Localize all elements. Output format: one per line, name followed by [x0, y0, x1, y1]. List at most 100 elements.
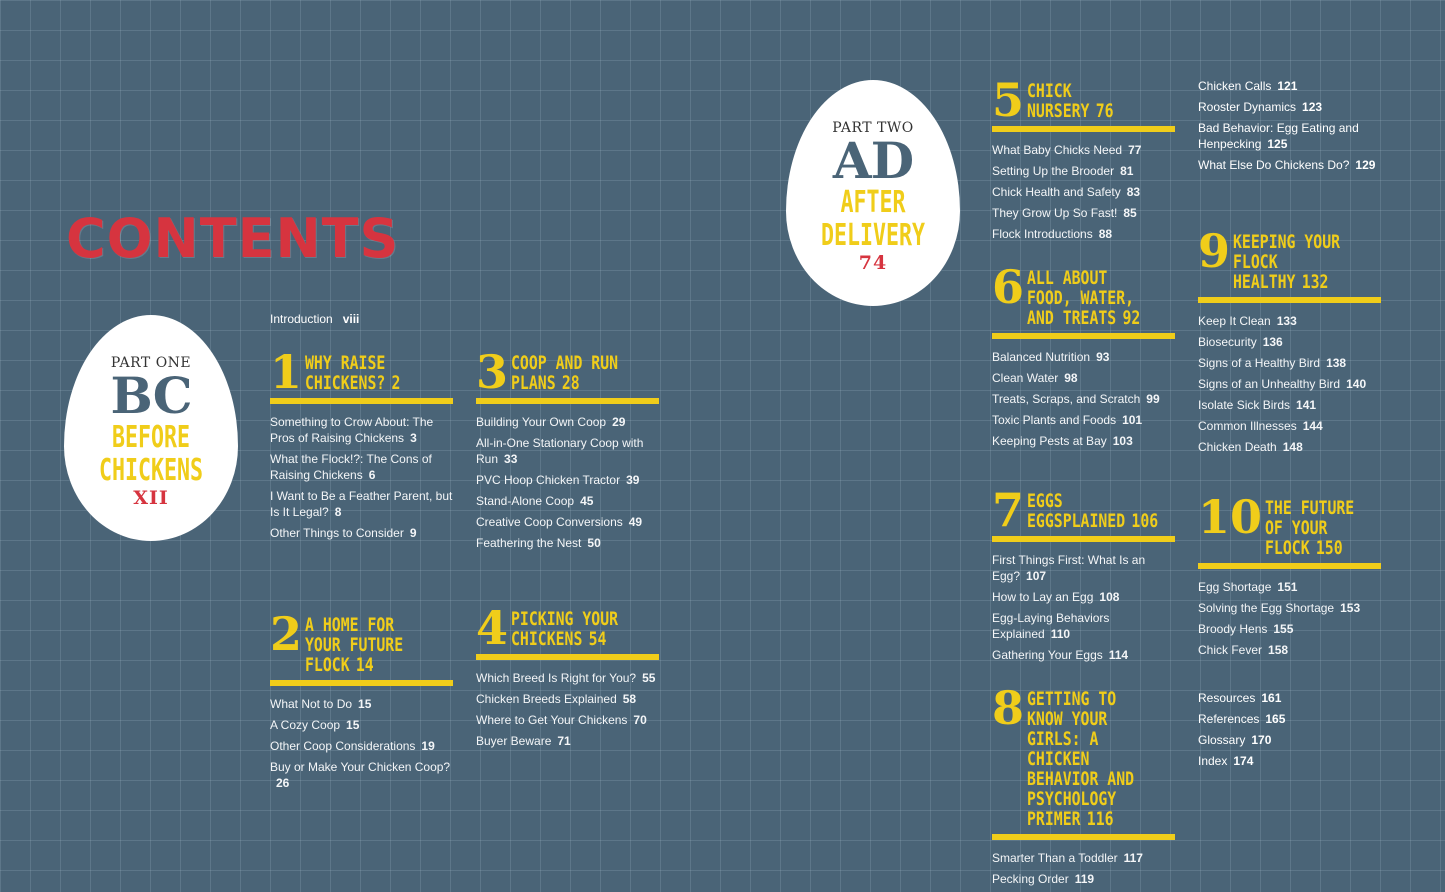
chapter-title: A HOME FOR YOUR FUTURE FLOCK	[305, 614, 404, 676]
toc-entry[interactable]: All-in-One Stationary Coop with Run 33	[476, 435, 659, 467]
entry-page: 93	[1096, 349, 1110, 364]
toc-entry[interactable]: What Baby Chicks Need 77	[992, 142, 1175, 158]
toc-entry[interactable]: Signs of a Healthy Bird 138	[1198, 355, 1381, 371]
toc-entry[interactable]: Flock Introductions 88	[992, 226, 1175, 242]
entry-title: What Else Do Chickens Do?	[1198, 158, 1350, 172]
entry-title: First Things First: What Is an Egg?	[992, 552, 1146, 583]
toc-entry[interactable]: How to Lay an Egg 108	[992, 589, 1175, 605]
toc-entry[interactable]: Setting Up the Brooder 81	[992, 163, 1175, 179]
chapter-3: 3 COOP AND RUN PLANS 28 Building Your Own C…	[476, 349, 659, 556]
chapter-page: 76	[1095, 99, 1114, 122]
toc-entry[interactable]: What Not to Do 15	[270, 696, 453, 712]
entry-title: References	[1198, 712, 1260, 726]
toc-entry[interactable]: They Grow Up So Fast! 85	[992, 205, 1175, 221]
toc-entry[interactable]: Buy or Make Your Chicken Coop?26	[270, 759, 453, 791]
toc-entry[interactable]: Egg Shortage 151	[1198, 579, 1381, 595]
toc-entry[interactable]: Gathering Your Eggs 114	[992, 647, 1175, 663]
chapter-title: GETTING TO KNOW YOUR GIRLS: A CHICKEN BE…	[1027, 688, 1135, 830]
entry-page: 103	[1112, 433, 1133, 448]
toc-entry[interactable]: Something to Crow About: The Pros of Rai…	[270, 414, 453, 446]
entry-page: 77	[1128, 142, 1142, 157]
entry-page: 8	[334, 504, 342, 519]
entry-page: 15	[358, 696, 372, 711]
toc-entry[interactable]: Broody Hens 155	[1198, 621, 1381, 637]
toc-entry[interactable]: Other Coop Considerations 19	[270, 738, 453, 754]
entry-title: Which Breed Is Right for You?	[476, 670, 637, 685]
toc-entry[interactable]: Stand-Alone Coop 45	[476, 493, 659, 509]
chapter-1: 1 WHY RAISE CHICKENS? 2 Something to Crow A…	[270, 349, 453, 546]
chapter-title: EGGS EGGSPLAINED	[1027, 490, 1126, 532]
toc-entry[interactable]: Biosecurity 136	[1198, 334, 1381, 350]
chapter-entries: Something to Crow About: The Pros of Rai…	[270, 414, 453, 541]
toc-entry[interactable]: Creative Coop Conversions 49	[476, 514, 659, 530]
toc-entry[interactable]: PVC Hoop Chicken Tractor 39	[476, 472, 659, 488]
toc-entry[interactable]: Chicken Breeds Explained 58	[476, 691, 659, 707]
toc-entry[interactable]: Treats, Scraps, and Scratch 99	[992, 391, 1175, 407]
entry-page: 158	[1268, 642, 1289, 657]
toc-entry[interactable]: Index 174	[1198, 753, 1381, 769]
entry-title: Signs of a Healthy Bird	[1198, 355, 1321, 370]
toc-entry[interactable]: Keep It Clean 133	[1198, 313, 1381, 329]
introduction-entry[interactable]: Introduction viii	[270, 312, 359, 326]
toc-entry[interactable]: Chicken Death 148	[1198, 439, 1381, 455]
chapter-title: PICKING YOUR CHICKENS	[511, 608, 619, 650]
entry-title: Buy or Make Your Chicken Coop?	[270, 759, 451, 774]
entry-title: Treats, Scraps, and Scratch	[992, 391, 1141, 406]
toc-entry[interactable]: Signs of an Unhealthy Bird 140	[1198, 376, 1381, 392]
toc-entry[interactable]: A Cozy Coop 15	[270, 717, 453, 733]
toc-entry[interactable]: Other Things to Consider 9	[270, 525, 453, 541]
toc-entry[interactable]: Solving the Egg Shortage 153	[1198, 600, 1381, 616]
toc-entry[interactable]: Where to Get Your Chickens 70	[476, 712, 659, 728]
entry-page: 45	[580, 493, 594, 508]
chapter-entries: Building Your Own Coop 29 All-in-One Stati…	[476, 414, 659, 551]
toc-entry[interactable]: Resources 161	[1198, 690, 1381, 706]
toc-entry[interactable]: What Else Do Chickens Do? 129	[1198, 157, 1381, 173]
chapter-heading[interactable]: 9 KEEPING YOUR FLOCK HEALTHY 132	[1198, 228, 1381, 303]
toc-entry[interactable]: Bad Behavior: Egg Eating and Henpecking 1…	[1198, 120, 1381, 152]
part-title-line2: DELIVERY	[820, 218, 926, 253]
toc-entry[interactable]: Building Your Own Coop 29	[476, 414, 659, 430]
chapter-entries: What Baby Chicks Need 77 Setting Up the Br…	[992, 142, 1175, 242]
chapter-page: 116	[1086, 807, 1114, 830]
toc-entry[interactable]: Smarter Than a Toddler 117	[992, 850, 1175, 866]
toc-entry[interactable]: Balanced Nutrition 93	[992, 349, 1175, 365]
chapter-title-wrap: COOP AND RUN PLANS 28	[511, 352, 626, 394]
toc-entry[interactable]: Chick Fever 158	[1198, 642, 1381, 658]
toc-entry[interactable]: References 165	[1198, 711, 1381, 727]
entry-page: 108	[1099, 589, 1120, 604]
toc-entry[interactable]: Pecking Order 119	[992, 871, 1175, 887]
entry-title: Broody Hens	[1198, 621, 1268, 636]
entry-title: Solving the Egg Shortage	[1198, 600, 1335, 615]
toc-entry[interactable]: Feathering the Nest 50	[476, 535, 659, 551]
chapter-heading[interactable]: 7 EGGS EGGSPLAINED 106	[992, 487, 1175, 542]
chapter-heading[interactable]: 5 CHICK NURSERY 76	[992, 77, 1175, 132]
chapter-heading[interactable]: 4 PICKING YOUR CHICKENS 54	[476, 605, 659, 660]
toc-entry[interactable]: First Things First: What Is an Egg? 107	[992, 552, 1175, 584]
toc-entry[interactable]: Keeping Pests at Bay 103	[992, 433, 1175, 449]
toc-entry[interactable]: Egg-Laying Behaviors Explained 110	[992, 610, 1175, 642]
toc-entry[interactable]: Rooster Dynamics 123	[1198, 99, 1381, 115]
toc-entry[interactable]: Chicken Calls 121	[1198, 78, 1381, 94]
chapter-heading[interactable]: 10 THE FUTURE OF YOUR FLOCK 150	[1198, 494, 1381, 569]
toc-entry[interactable]: Which Breed Is Right for You? 55	[476, 670, 659, 686]
chapter-heading[interactable]: 3 COOP AND RUN PLANS 28	[476, 349, 659, 404]
entry-title: Chicken Breeds Explained	[476, 691, 617, 706]
entry-page: 148	[1282, 439, 1303, 454]
toc-entry[interactable]: I Want to Be a Feather Parent, but Is It…	[270, 488, 453, 520]
toc-entry[interactable]: Buyer Beware 71	[476, 733, 659, 749]
part-title-line1: BEFORE	[111, 420, 191, 455]
toc-entry[interactable]: Isolate Sick Birds 141	[1198, 397, 1381, 413]
toc-entry[interactable]: What the Flock!?: The Cons of Raising Ch…	[270, 451, 453, 483]
toc-entry[interactable]: Glossary 170	[1198, 732, 1381, 748]
back-matter: Resources 161 References 165 Glossary 170 Inde…	[1198, 690, 1381, 774]
toc-entry[interactable]: Chick Health and Safety 83	[992, 184, 1175, 200]
toc-entry[interactable]: Toxic Plants and Foods 101	[992, 412, 1175, 428]
toc-entry[interactable]: Clean Water 98	[992, 370, 1175, 386]
chapter-heading[interactable]: 1 WHY RAISE CHICKENS? 2	[270, 349, 453, 404]
chapter-heading[interactable]: 8 GETTING TO KNOW YOUR GIRLS: A CHICKEN B…	[992, 685, 1175, 840]
chapter-heading[interactable]: 6 ALL ABOUT FOOD, WATER, AND TREATS 92	[992, 264, 1175, 339]
toc-entry[interactable]: Common Illnesses 144	[1198, 418, 1381, 434]
entry-title: Chick Fever	[1198, 642, 1263, 657]
chapter-title-wrap: GETTING TO KNOW YOUR GIRLS: A CHICKEN BE…	[1027, 688, 1142, 830]
